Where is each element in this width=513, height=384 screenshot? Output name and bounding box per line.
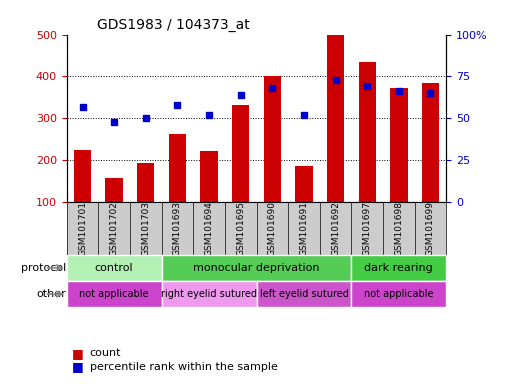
Bar bbox=[137, 163, 154, 202]
Text: GDS1983 / 104373_at: GDS1983 / 104373_at bbox=[97, 18, 250, 32]
Bar bbox=[162, 255, 351, 281]
Text: control: control bbox=[95, 263, 133, 273]
Text: GSM101697: GSM101697 bbox=[363, 201, 372, 256]
Text: protocol: protocol bbox=[21, 263, 66, 273]
Text: GSM101694: GSM101694 bbox=[205, 201, 213, 256]
Bar bbox=[106, 178, 123, 202]
Bar bbox=[169, 134, 186, 202]
Bar bbox=[422, 83, 439, 202]
Text: GSM101691: GSM101691 bbox=[300, 201, 308, 256]
Text: GSM101701: GSM101701 bbox=[78, 201, 87, 256]
Text: GSM101692: GSM101692 bbox=[331, 201, 340, 256]
Text: GSM101703: GSM101703 bbox=[141, 201, 150, 256]
Bar bbox=[359, 62, 376, 202]
Bar bbox=[327, 35, 344, 202]
Text: ■: ■ bbox=[72, 347, 84, 360]
Bar bbox=[295, 166, 312, 202]
Text: GSM101690: GSM101690 bbox=[268, 201, 277, 256]
Text: GSM101702: GSM101702 bbox=[110, 201, 119, 256]
Text: percentile rank within the sample: percentile rank within the sample bbox=[90, 362, 278, 372]
Bar bbox=[256, 281, 351, 307]
Bar bbox=[67, 255, 162, 281]
Bar bbox=[351, 255, 446, 281]
Text: not applicable: not applicable bbox=[80, 289, 149, 299]
Bar bbox=[390, 88, 407, 202]
Bar bbox=[351, 281, 446, 307]
Bar bbox=[162, 281, 256, 307]
Bar bbox=[264, 76, 281, 202]
Text: dark rearing: dark rearing bbox=[364, 263, 433, 273]
Bar bbox=[67, 281, 162, 307]
Text: monocular deprivation: monocular deprivation bbox=[193, 263, 320, 273]
Bar bbox=[74, 150, 91, 202]
Text: left eyelid sutured: left eyelid sutured bbox=[260, 289, 348, 299]
Bar bbox=[201, 151, 218, 202]
Text: right eyelid sutured: right eyelid sutured bbox=[161, 289, 257, 299]
Text: not applicable: not applicable bbox=[364, 289, 433, 299]
Text: GSM101693: GSM101693 bbox=[173, 201, 182, 256]
Text: count: count bbox=[90, 348, 121, 358]
Text: other: other bbox=[36, 289, 66, 299]
Text: GSM101695: GSM101695 bbox=[236, 201, 245, 256]
Text: GSM101699: GSM101699 bbox=[426, 201, 435, 256]
Bar bbox=[232, 105, 249, 202]
Text: GSM101698: GSM101698 bbox=[394, 201, 403, 256]
Text: ■: ■ bbox=[72, 360, 84, 373]
